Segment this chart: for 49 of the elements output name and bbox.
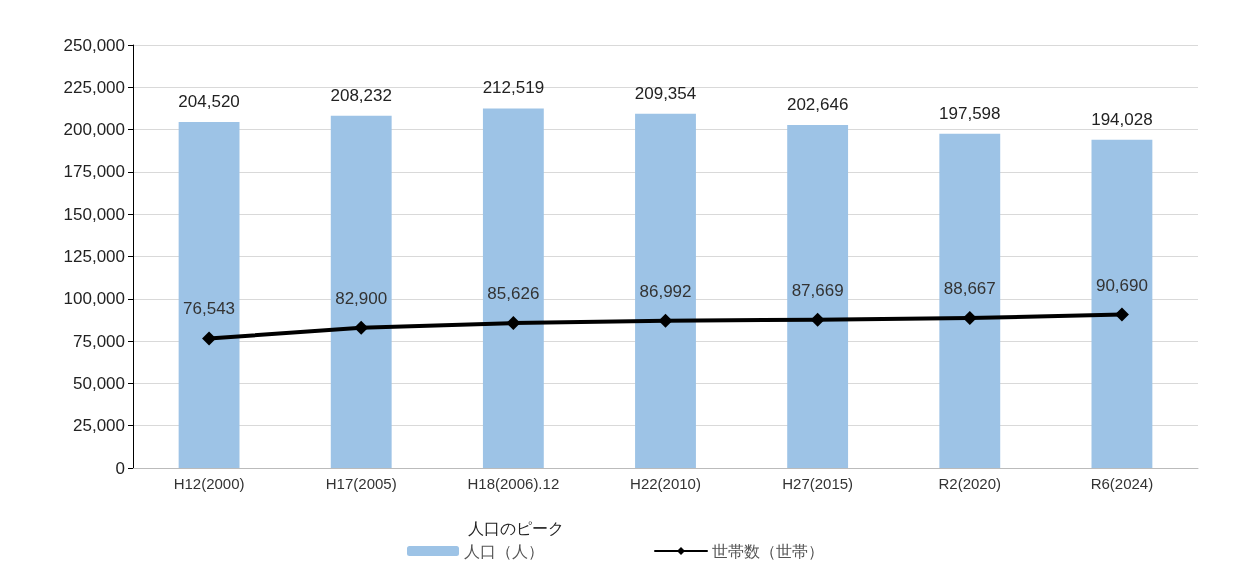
legend-label: 人口（人） bbox=[464, 542, 544, 560]
bar bbox=[1091, 139, 1153, 468]
bar bbox=[787, 125, 849, 468]
y-tick-label: 150,000 bbox=[63, 204, 125, 224]
data-label: 208,232 bbox=[330, 85, 392, 105]
x-tick-label: H27(2015) bbox=[782, 475, 854, 492]
data-label: 202,646 bbox=[786, 95, 849, 115]
x-tick-label: H17(2005) bbox=[325, 475, 397, 492]
bar bbox=[482, 108, 544, 468]
data-label: 86,992 bbox=[639, 281, 692, 301]
data-label: 204,520 bbox=[178, 91, 240, 111]
point bbox=[354, 320, 369, 335]
data-label: 85,626 bbox=[487, 284, 540, 304]
x-tick-label: R2(2020) bbox=[938, 475, 1002, 492]
y-tick-label: 75,000 bbox=[73, 331, 125, 351]
data-label: 209,354 bbox=[634, 83, 697, 103]
y-tick-label: 200,000 bbox=[63, 120, 125, 140]
bar bbox=[178, 121, 240, 468]
bar bbox=[330, 115, 392, 468]
data-label: 212,519 bbox=[482, 78, 545, 98]
data-label: 76,543 bbox=[183, 299, 236, 319]
data-label: 88,667 bbox=[943, 278, 996, 298]
x-tick-label: H12(2000) bbox=[173, 475, 245, 492]
point bbox=[810, 312, 825, 327]
y-tick-label: 225,000 bbox=[63, 77, 125, 97]
text: 人口のピーク bbox=[468, 519, 564, 537]
y-tick-label: 100,000 bbox=[63, 289, 125, 309]
point bbox=[658, 313, 673, 328]
bar bbox=[939, 133, 1001, 468]
point bbox=[1114, 307, 1129, 322]
point bbox=[962, 310, 977, 325]
x-tick-label: H22(2010) bbox=[630, 475, 701, 492]
y-tick-label: 50,000 bbox=[73, 373, 125, 393]
y-tick-label: 125,000 bbox=[63, 247, 125, 266]
point bbox=[202, 331, 217, 346]
y-tick-label: 175,000 bbox=[63, 162, 125, 182]
data-label: 197,598 bbox=[939, 103, 1001, 123]
point bbox=[506, 316, 521, 331]
data-label: 87,669 bbox=[791, 280, 844, 300]
y-tick-label: 25,000 bbox=[73, 416, 125, 436]
data-label: 194,028 bbox=[1091, 109, 1153, 129]
x-tick-label: H18(2006).12 bbox=[467, 475, 560, 492]
y-tick-label: 0 bbox=[115, 458, 125, 478]
data-label: 90,690 bbox=[1095, 275, 1148, 295]
data-label: 82,900 bbox=[335, 288, 388, 308]
bar bbox=[635, 113, 696, 468]
legend-label: 世帯数（世帯） bbox=[712, 542, 824, 560]
y-tick-label: 250,000 bbox=[63, 35, 125, 55]
x-tick-label: R6(2024) bbox=[1090, 475, 1154, 492]
